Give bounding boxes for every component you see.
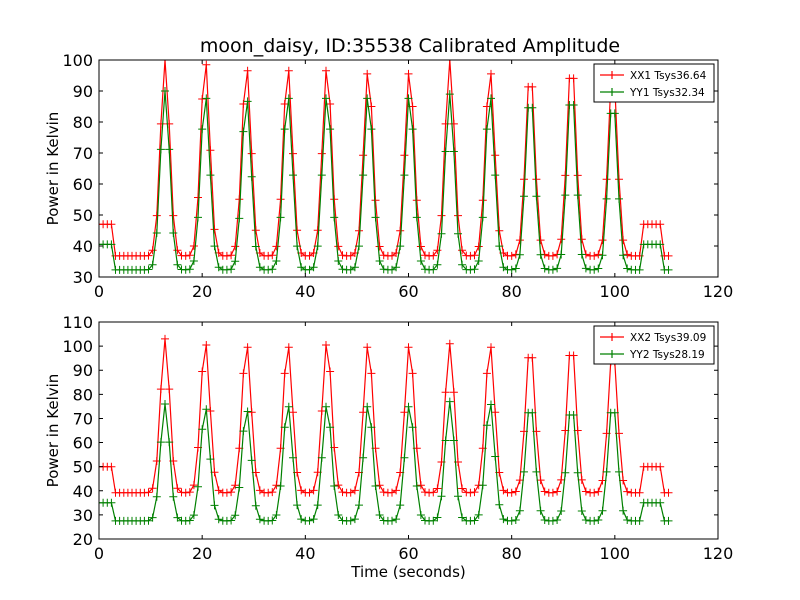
x-tick-label: 0 (94, 544, 104, 563)
top-panel: 0 20 40 60 80 100 120 30 40 50 60 70 80 90 100 Power in… (44, 51, 733, 301)
figure-title: moon_daisy, ID:35538 Calibrated Amplitud… (200, 35, 620, 57)
legend-label: YY1 Tsys32.34 (629, 87, 705, 99)
y-tick-label: 60 (73, 434, 93, 453)
y-tick-label: 110 (62, 313, 93, 332)
y-axis-label: Power in Kelvin (44, 112, 62, 226)
legend-label: YY2 Tsys28.19 (629, 349, 705, 361)
series-markers (99, 334, 673, 497)
x-tick-label: 120 (703, 282, 734, 301)
legend-swatch (600, 350, 624, 358)
legend-swatch (600, 71, 624, 79)
x-tick-label: 80 (501, 282, 521, 301)
y-tick-label: 40 (73, 482, 93, 501)
y-tick-label: 100 (62, 337, 93, 356)
y-tick-label: 70 (73, 409, 93, 428)
y-tick-label: 60 (73, 175, 93, 194)
y-tick-label: 30 (73, 506, 93, 525)
y-tick-label: 20 (73, 530, 93, 549)
legend: XX2 Tsys39.09 YY2 Tsys28.19 (593, 325, 715, 365)
legend-box (593, 63, 715, 103)
y-tick-label: 30 (73, 268, 93, 287)
x-tick-label: 100 (600, 544, 631, 563)
y-tick-label: 50 (73, 206, 93, 225)
x-tick-label: 120 (703, 544, 734, 563)
x-tick-label: 60 (398, 544, 418, 563)
x-tick-label: 60 (398, 282, 418, 301)
series-markers (99, 60, 673, 260)
series-group (99, 60, 673, 274)
x-tick-label: 20 (192, 282, 212, 301)
legend: XX1 Tsys36.64 YY1 Tsys32.34 (593, 63, 715, 103)
x-tick-label: 40 (295, 544, 315, 563)
y-tick-label: 100 (62, 51, 93, 70)
x-axis-label: Time (seconds) (350, 563, 466, 581)
y-tick-label: 80 (73, 113, 93, 132)
bottom-panel: 0 20 40 60 80 100 1202030405060708090100110Pow… (44, 313, 733, 581)
y-tick-label: 80 (73, 385, 93, 404)
x-tick-label: 40 (295, 282, 315, 301)
legend-label: XX2 Tsys39.09 (630, 332, 706, 344)
legend-swatch (600, 88, 624, 96)
y-tick-label: 90 (73, 361, 93, 380)
x-tick-label: 80 (501, 544, 521, 563)
y-axis-label: Power in Kelvin (44, 374, 62, 488)
legend-box (593, 325, 715, 365)
series-group (99, 334, 673, 525)
x-tick-label: 20 (192, 544, 212, 563)
series-markers (99, 87, 673, 274)
y-tick-label: 70 (73, 144, 93, 163)
y-tick-label: 90 (73, 82, 93, 101)
series-markers (99, 397, 673, 525)
y-tick-label: 40 (73, 237, 93, 256)
legend-swatch (600, 333, 624, 341)
legend-label: XX1 Tsys36.64 (630, 70, 707, 82)
x-tick-label: 100 (600, 282, 631, 301)
x-tick-label: 0 (94, 282, 104, 301)
y-tick-label: 50 (73, 458, 93, 477)
